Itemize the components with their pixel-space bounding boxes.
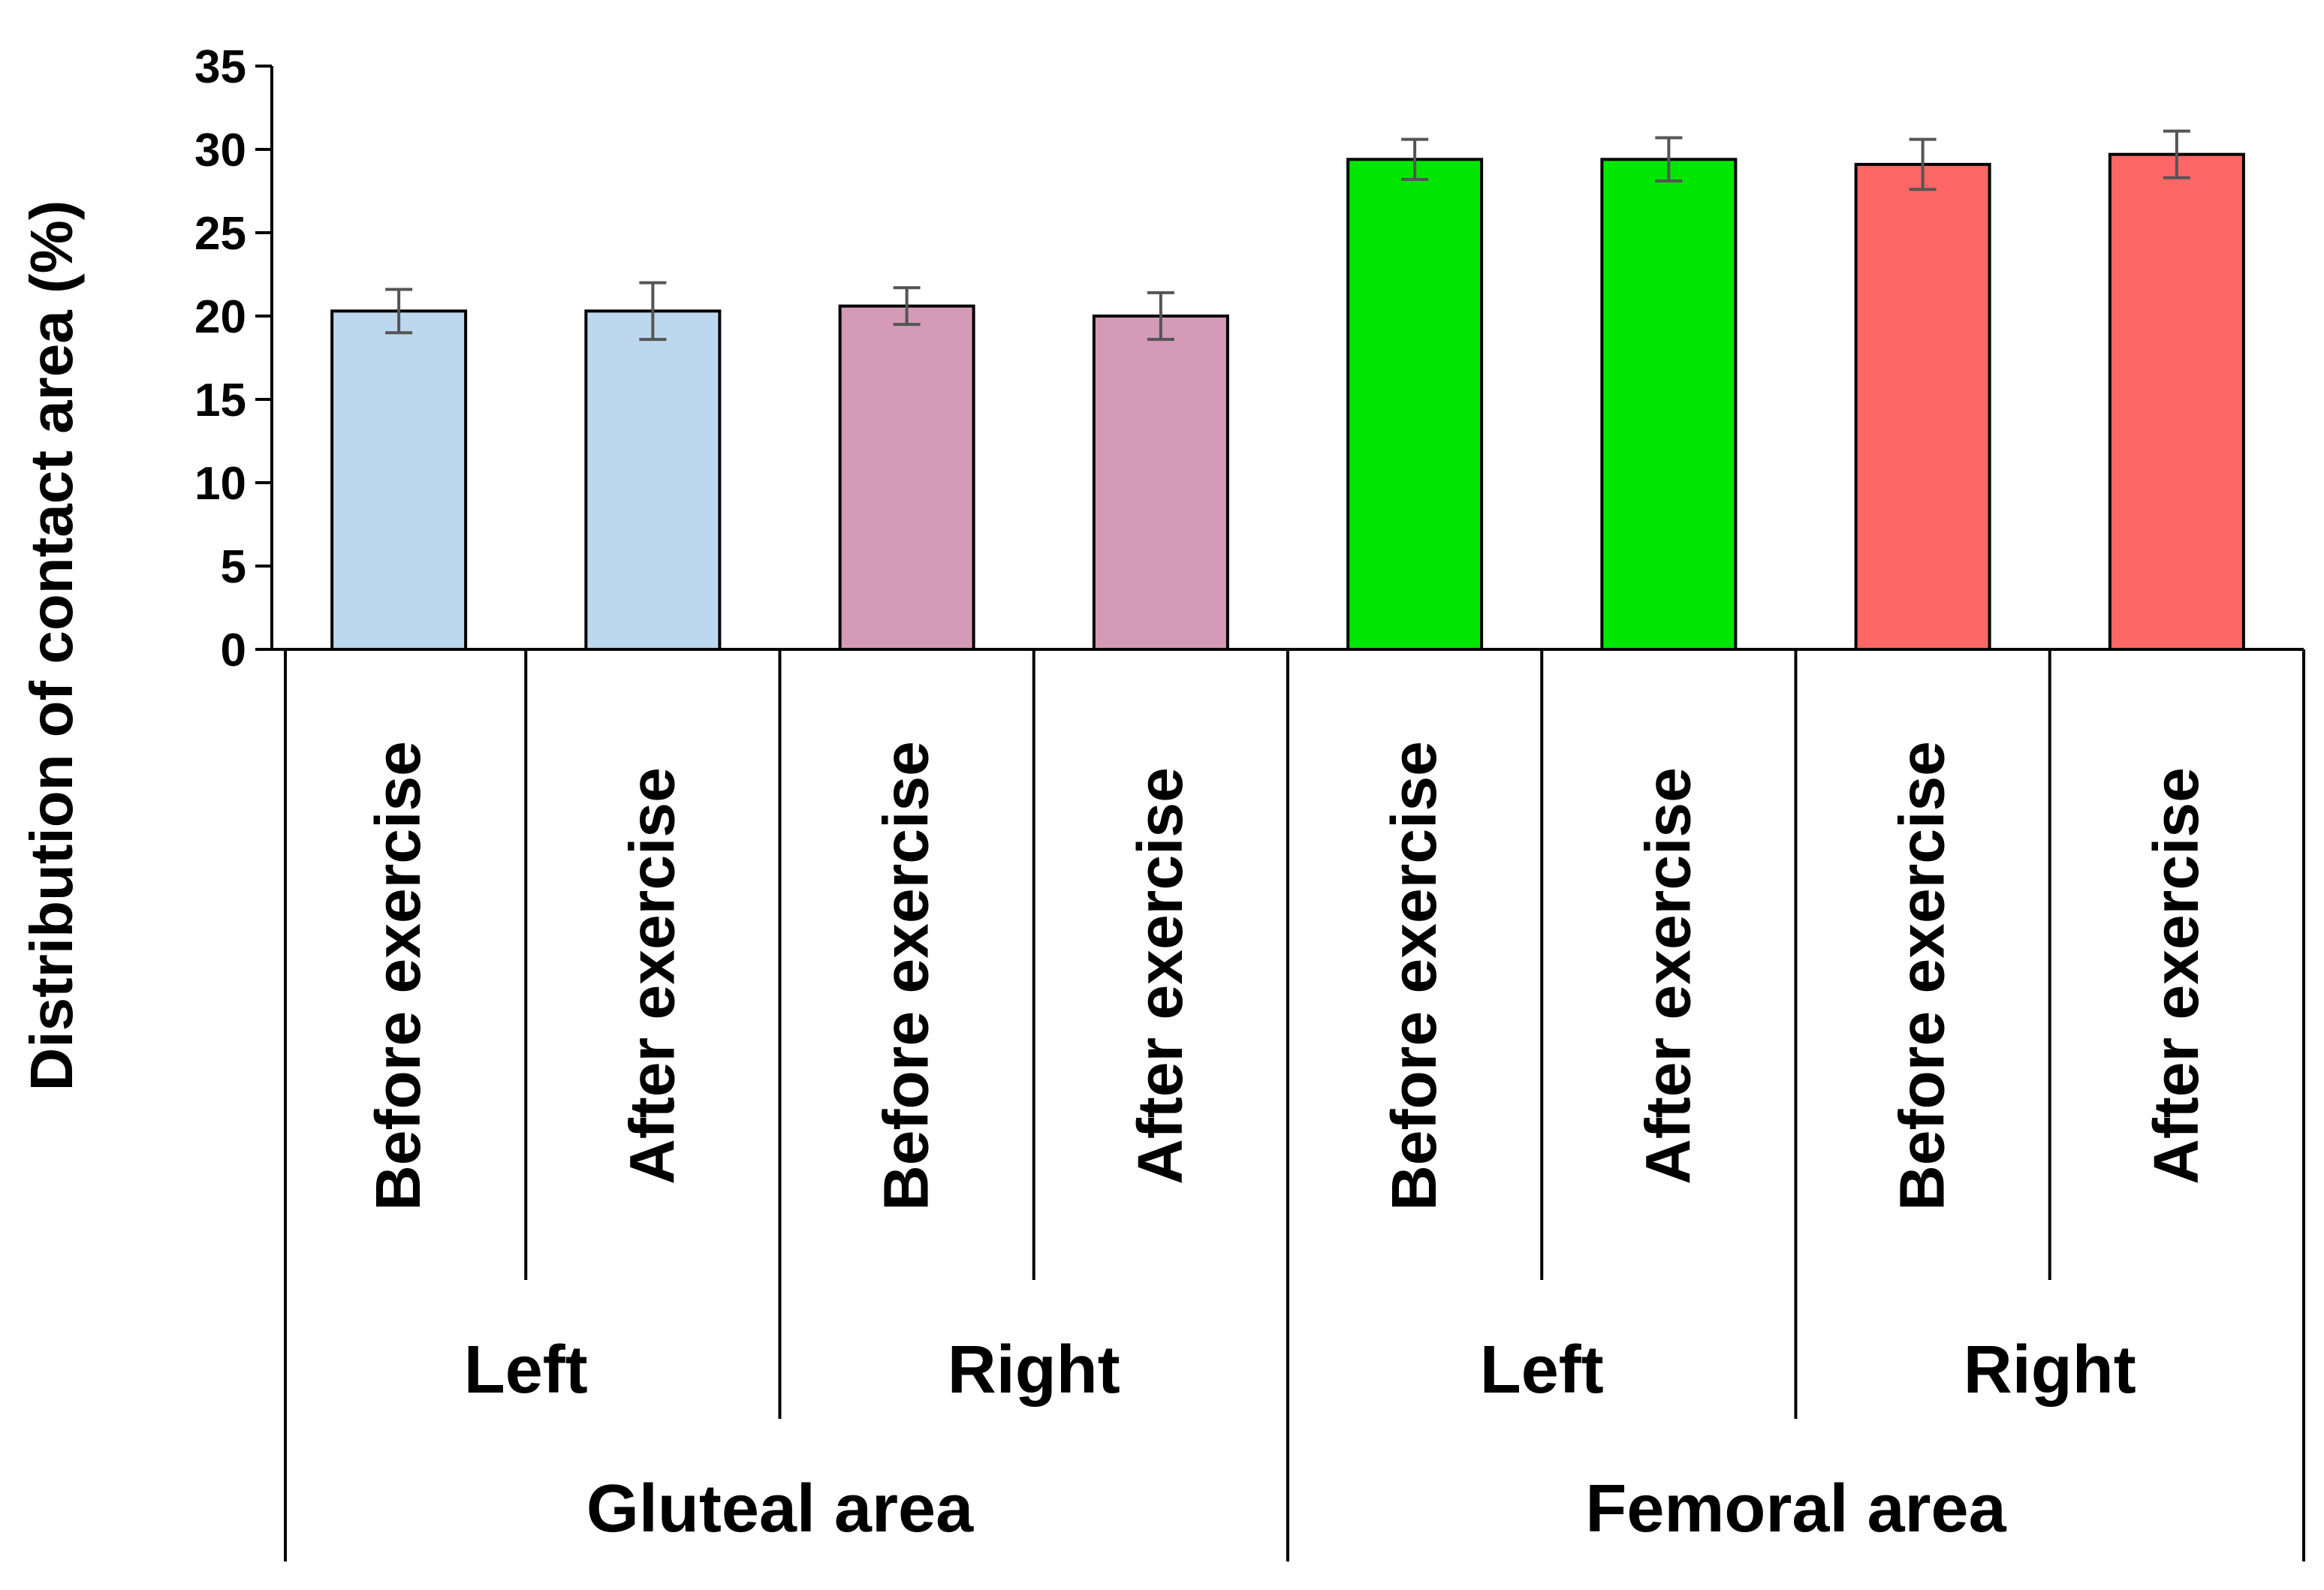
y-tick-label: 35: [194, 41, 246, 93]
side-label: Right: [1964, 1333, 2136, 1408]
x-category-label: Before exercise: [1887, 741, 1958, 1211]
x-category-label: After exercise: [1632, 767, 1703, 1185]
area-label: Femoral area: [1585, 1471, 2006, 1546]
y-tick-label: 0: [221, 625, 246, 676]
bar: [1092, 315, 1229, 651]
bar: [1346, 158, 1484, 651]
side-label: Left: [464, 1333, 588, 1408]
x-category-label: Before exercise: [363, 741, 433, 1211]
bar: [1854, 162, 1991, 652]
bar: [2108, 152, 2245, 652]
y-tick-label: 20: [194, 291, 246, 343]
x-category-label: After exercise: [1125, 767, 1195, 1185]
side-label: Right: [948, 1333, 1120, 1408]
y-axis-label: Distribution of contact area (%): [18, 200, 85, 1092]
y-tick-label: 10: [194, 458, 246, 510]
bar: [838, 304, 975, 651]
area-label: Gluteal area: [586, 1471, 974, 1546]
y-tick-label: 5: [221, 541, 246, 593]
y-tick-label: 15: [194, 375, 246, 426]
x-category-label: After exercise: [616, 767, 687, 1185]
x-category-label: Before exercise: [1379, 741, 1449, 1211]
side-label: Left: [1480, 1333, 1604, 1408]
x-category-label: Before exercise: [871, 741, 942, 1211]
y-tick-label: 30: [194, 125, 246, 176]
y-tick-label: 25: [194, 208, 246, 260]
bar: [330, 309, 468, 651]
bar: [584, 309, 722, 651]
bar: [1600, 158, 1738, 651]
x-category-label: After exercise: [2141, 767, 2211, 1185]
